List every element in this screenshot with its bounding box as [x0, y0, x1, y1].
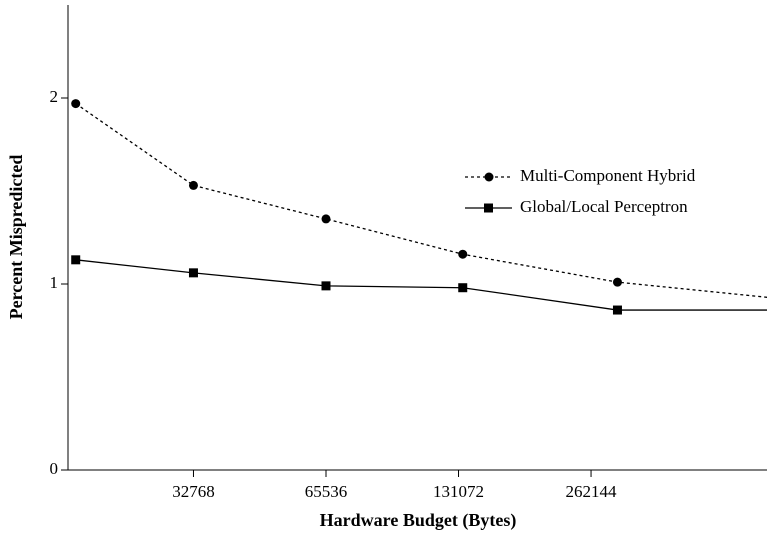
x-tick-label: 32768 — [172, 482, 215, 501]
marker — [188, 268, 198, 278]
y-tick-label: 2 — [50, 87, 59, 106]
marker — [321, 214, 331, 224]
marker — [188, 180, 198, 190]
y-axis-label: Percent Mispredicted — [6, 155, 26, 320]
x-tick-label: 262144 — [566, 482, 618, 501]
marker — [458, 283, 468, 293]
y-tick-label: 0 — [50, 459, 59, 478]
series-line — [75, 103, 767, 298]
x-tick-label: 65536 — [305, 482, 348, 501]
marker — [71, 255, 81, 265]
legend-symbol — [484, 203, 493, 213]
marker — [458, 249, 468, 259]
legend-symbol — [484, 172, 494, 182]
legend-label: Multi-Component Hybrid — [520, 166, 696, 185]
legend-marker — [484, 172, 494, 182]
x-tick-label: 131072 — [433, 482, 484, 501]
legend-label: Global/Local Perceptron — [520, 197, 688, 216]
marker — [71, 99, 81, 109]
legend-marker — [484, 203, 493, 213]
marker — [612, 305, 622, 315]
plot-area — [71, 99, 767, 315]
y-tick-label: 1 — [50, 273, 59, 292]
series-line — [75, 259, 767, 311]
x-axis-label: Hardware Budget (Bytes) — [320, 510, 517, 531]
marker — [321, 281, 331, 291]
marker — [612, 277, 622, 287]
